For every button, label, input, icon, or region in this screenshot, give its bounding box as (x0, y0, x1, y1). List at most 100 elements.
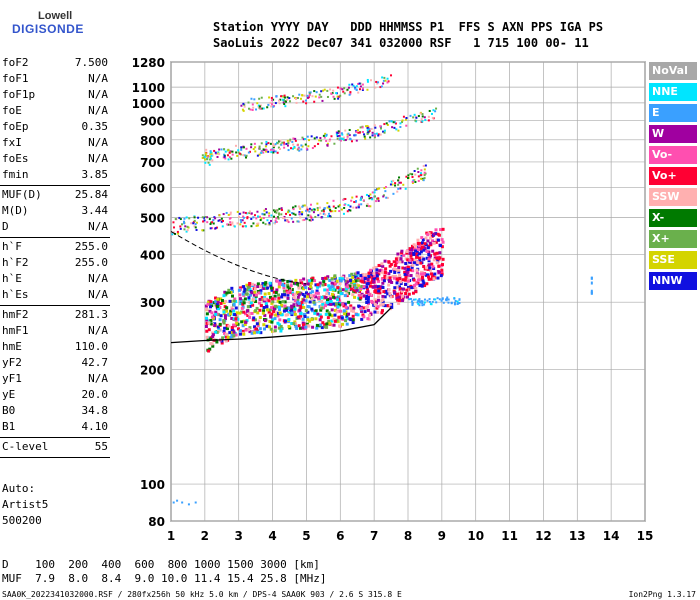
echo-point (228, 312, 232, 316)
echo-point (244, 156, 247, 159)
echo-point (401, 266, 405, 270)
echo-point (412, 243, 416, 247)
echo-point (453, 303, 456, 306)
echo-point (355, 288, 359, 292)
echo-point (398, 277, 402, 281)
echo-point (296, 290, 300, 294)
echo-point (258, 327, 262, 331)
echo-point (343, 302, 347, 306)
echo-point (375, 197, 378, 200)
echo-point (427, 259, 431, 263)
echo-point (214, 151, 217, 154)
echo-point (329, 210, 332, 213)
echo-point (223, 305, 227, 309)
echo-point (239, 302, 243, 306)
echo-point (376, 298, 380, 302)
echo-point (349, 91, 352, 94)
echo-point (208, 347, 212, 351)
echo-point (327, 284, 331, 288)
echo-point (257, 330, 261, 334)
echo-point (290, 291, 294, 295)
echo-point (375, 200, 378, 203)
echo-point (342, 90, 345, 93)
echo-point (330, 277, 334, 281)
echo-point (194, 226, 197, 229)
echo-point (207, 328, 211, 332)
echo-point (214, 296, 218, 300)
echo-point (245, 147, 248, 150)
echo-point (218, 219, 221, 222)
echo-point (350, 140, 353, 143)
echo-point (390, 120, 393, 123)
echo-point (421, 279, 425, 283)
echo-point (321, 276, 325, 280)
echo-point (336, 131, 339, 134)
echo-point (310, 290, 314, 294)
echo-point (379, 285, 383, 289)
echo-point (208, 158, 211, 161)
echo-point (328, 140, 331, 143)
echo-point (235, 321, 239, 325)
echo-point (262, 148, 265, 151)
echo-point (339, 87, 342, 90)
echo-point (291, 140, 294, 143)
echo-point (235, 311, 239, 315)
echo-point (331, 92, 334, 95)
echo-point (188, 217, 191, 220)
echo-point (218, 148, 221, 151)
echo-point (378, 187, 381, 190)
echo-point (312, 300, 316, 304)
param-value: N/A (88, 104, 108, 117)
echo-point (225, 306, 229, 310)
echo-point (270, 301, 274, 305)
echo-point (195, 221, 198, 224)
echo-point (400, 260, 404, 264)
param-name: B1 (2, 420, 16, 433)
echo-point (383, 274, 387, 278)
echo-point (242, 215, 245, 218)
echo-point (376, 82, 379, 85)
echo-point (244, 211, 247, 214)
echo-point (242, 102, 245, 105)
echo-point (415, 116, 418, 119)
echo-point (422, 257, 426, 261)
echo-point (412, 298, 415, 301)
echo-point (380, 298, 384, 302)
echo-point (423, 284, 427, 288)
x-tick-label: 8 (404, 529, 412, 543)
echo-point (301, 292, 305, 296)
echo-point (216, 300, 220, 304)
echo-point (260, 296, 264, 300)
legend-item: NNE (649, 83, 697, 101)
echo-point (353, 284, 357, 288)
echo-point (369, 193, 372, 196)
echo-point (228, 331, 232, 335)
echo-point (427, 257, 431, 261)
echo-point (301, 94, 304, 97)
header-line-1: Station YYYY DAY DDD HHMMSS P1 FFS S AXN… (213, 20, 604, 34)
echo-point (336, 286, 340, 290)
footer-version: Ion2Png 1.3.17 (628, 590, 696, 599)
echo-point (343, 206, 346, 209)
echo-point (248, 210, 251, 213)
echo-point (318, 93, 321, 96)
echo-point (250, 291, 254, 295)
param-name: hmE (2, 340, 22, 353)
echo-point (344, 319, 348, 323)
echo-point (222, 318, 226, 322)
echo-point (229, 211, 232, 214)
x-tick-label: 2 (201, 529, 209, 543)
legend-item: SSW (649, 188, 697, 206)
echo-point (236, 222, 239, 225)
echo-point (351, 83, 354, 86)
echo-point (301, 323, 305, 327)
echo-point (252, 148, 255, 151)
echo-point (305, 295, 309, 299)
param-name: fxI (2, 136, 22, 149)
echo-point (381, 302, 385, 306)
echo-point (362, 315, 366, 319)
echo-point (273, 222, 276, 225)
echo-point (402, 115, 405, 118)
echo-point (423, 298, 426, 301)
echo-point (332, 205, 335, 208)
